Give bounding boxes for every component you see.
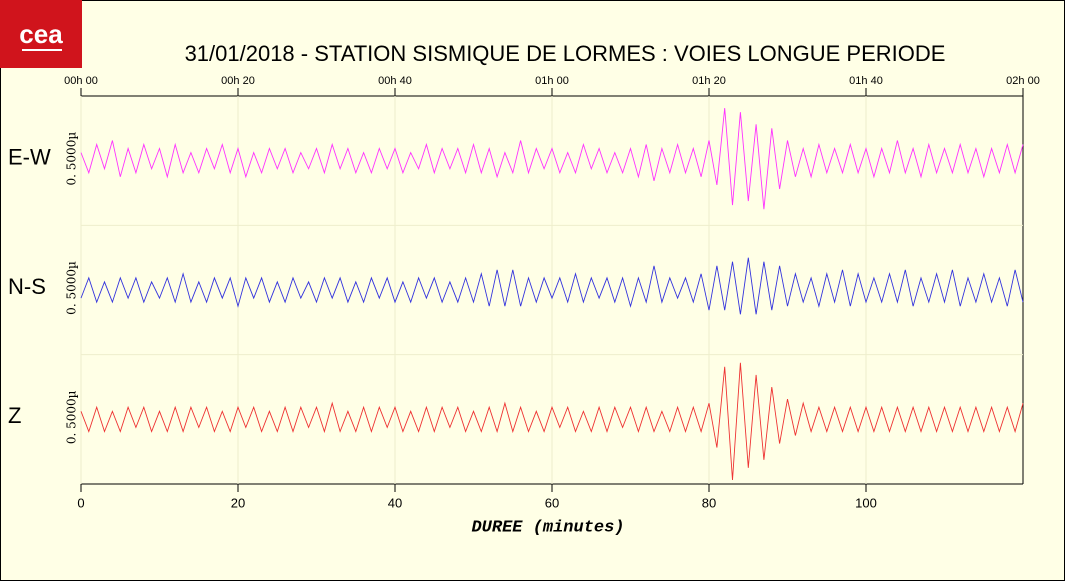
x-tick-label: 100 <box>855 495 877 510</box>
top-tick-label: 00h 00 <box>64 75 98 87</box>
x-tick-label: 20 <box>231 495 245 510</box>
top-tick-label: 00h 40 <box>378 75 412 87</box>
series-label: N-S <box>8 274 46 299</box>
top-tick-label: 02h 00 <box>1006 75 1040 87</box>
logo-box <box>0 0 82 68</box>
trace <box>80 108 1024 210</box>
x-tick-label: 0 <box>77 495 84 510</box>
top-tick-label: 01h 40 <box>849 75 883 87</box>
x-axis-label: DUREE (minutes) <box>471 518 624 537</box>
scale-label: 0. 5000µ <box>65 132 79 186</box>
scale-label: 0. 5000µ <box>65 261 79 315</box>
chart-title: 31/01/2018 - STATION SISMIQUE DE LORMES … <box>185 41 946 66</box>
x-tick-label: 60 <box>545 495 559 510</box>
top-tick-label: 01h 20 <box>692 75 726 87</box>
logo: cea <box>19 19 63 49</box>
trace <box>80 257 1024 315</box>
top-tick-label: 01h 00 <box>535 75 569 87</box>
x-tick-label: 80 <box>702 495 716 510</box>
series-label: E-W <box>8 144 51 169</box>
trace <box>80 362 1024 481</box>
top-tick-label: 00h 20 <box>221 75 255 87</box>
x-tick-label: 40 <box>388 495 402 510</box>
series-label: Z <box>8 403 21 428</box>
scale-label: 0. 5000µ <box>65 390 79 444</box>
